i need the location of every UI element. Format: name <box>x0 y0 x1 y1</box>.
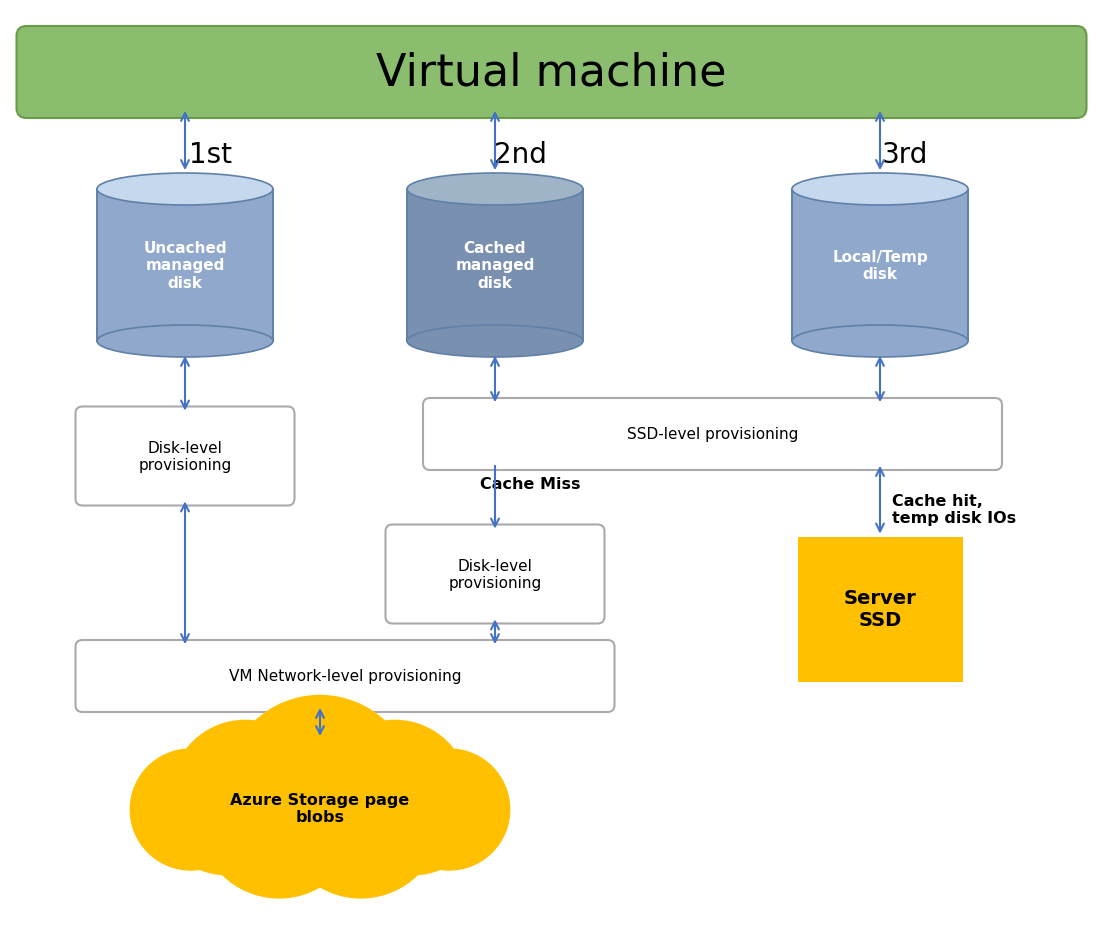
FancyBboxPatch shape <box>386 525 604 624</box>
Ellipse shape <box>407 174 583 206</box>
Circle shape <box>279 735 442 899</box>
Text: Cached
managed
disk: Cached managed disk <box>456 241 535 291</box>
FancyBboxPatch shape <box>75 407 295 506</box>
Circle shape <box>320 720 470 869</box>
Ellipse shape <box>97 174 274 206</box>
Ellipse shape <box>792 174 968 206</box>
Bar <box>407 190 583 342</box>
Circle shape <box>388 749 511 870</box>
Circle shape <box>197 735 361 899</box>
Circle shape <box>170 720 320 869</box>
Text: VM Network-level provisioning: VM Network-level provisioning <box>228 668 461 683</box>
Bar <box>797 537 963 682</box>
Circle shape <box>129 749 251 870</box>
Bar <box>97 190 274 342</box>
Text: Local/Temp
disk: Local/Temp disk <box>832 249 928 282</box>
FancyBboxPatch shape <box>75 640 614 712</box>
Text: Cache Miss: Cache Miss <box>480 477 580 492</box>
Text: SSD-level provisioning: SSD-level provisioning <box>627 427 799 442</box>
Text: Cache hit,
temp disk IOs: Cache hit, temp disk IOs <box>892 494 1016 526</box>
Text: Uncached
managed
disk: Uncached managed disk <box>143 241 227 291</box>
Circle shape <box>354 753 476 875</box>
Ellipse shape <box>792 326 968 358</box>
Bar <box>792 190 968 342</box>
Circle shape <box>225 695 415 885</box>
Ellipse shape <box>407 326 583 358</box>
Ellipse shape <box>97 326 274 358</box>
Text: Azure Storage page
blobs: Azure Storage page blobs <box>231 792 409 824</box>
Circle shape <box>163 753 286 875</box>
Text: 3rd: 3rd <box>881 141 929 169</box>
Text: Disk-level
provisioning: Disk-level provisioning <box>449 558 542 591</box>
Text: Virtual machine: Virtual machine <box>376 51 727 94</box>
Text: 1st: 1st <box>189 141 232 169</box>
Text: Server
SSD: Server SSD <box>844 589 917 630</box>
FancyBboxPatch shape <box>422 398 1002 470</box>
Text: 2nd: 2nd <box>493 141 546 169</box>
Text: Disk-level
provisioning: Disk-level provisioning <box>138 440 232 473</box>
FancyBboxPatch shape <box>17 27 1086 119</box>
